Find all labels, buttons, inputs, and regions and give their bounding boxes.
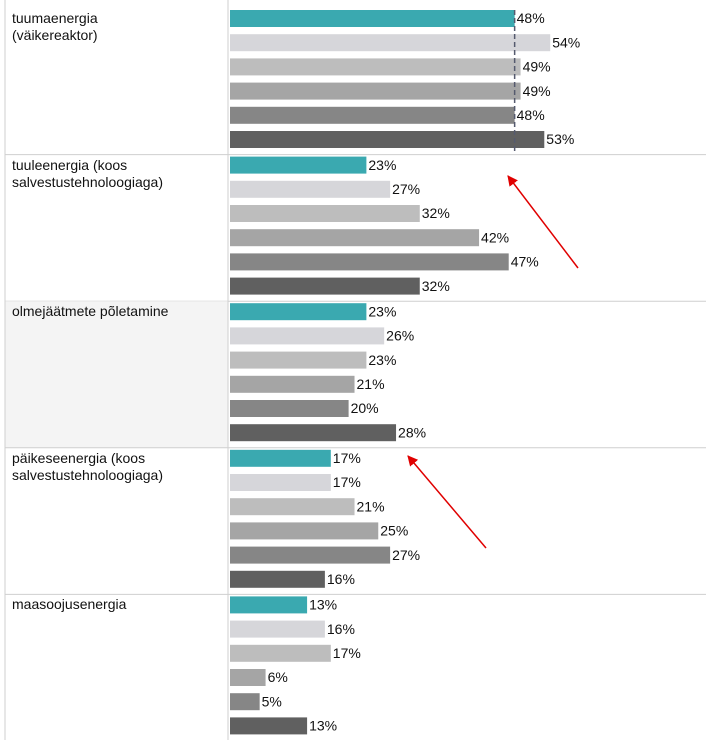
value-label: 26% bbox=[386, 328, 414, 344]
bar bbox=[230, 570, 325, 588]
bar bbox=[230, 474, 331, 491]
bar bbox=[230, 58, 521, 76]
value-label: 49% bbox=[523, 59, 551, 75]
bar bbox=[230, 34, 551, 52]
category-label: päikeseenergia (koos salvestustehnoloogi… bbox=[12, 449, 163, 483]
value-label: 53% bbox=[546, 131, 574, 147]
bar bbox=[230, 303, 367, 321]
cell-bg bbox=[5, 301, 228, 448]
bar bbox=[230, 449, 331, 467]
bar bbox=[230, 644, 331, 662]
category-label: tuumaenergia (väikereaktor) bbox=[12, 10, 98, 43]
bar bbox=[230, 253, 509, 271]
value-label: 47% bbox=[511, 254, 539, 270]
bar bbox=[230, 277, 420, 295]
bar bbox=[230, 400, 349, 417]
value-label: 48% bbox=[517, 10, 545, 26]
bar bbox=[230, 669, 266, 686]
value-label: 48% bbox=[517, 107, 545, 123]
category-label: olmejäätmete põletamine bbox=[12, 303, 169, 320]
bar bbox=[230, 498, 355, 516]
bar bbox=[230, 131, 545, 148]
value-label: 23% bbox=[368, 157, 396, 173]
arrow bbox=[507, 175, 579, 269]
value-label: 21% bbox=[357, 498, 385, 514]
value-label: 42% bbox=[481, 229, 509, 245]
value-label: 6% bbox=[268, 669, 288, 685]
bar bbox=[230, 10, 515, 27]
value-label: 17% bbox=[333, 474, 361, 490]
bar bbox=[230, 180, 391, 198]
value-label: 25% bbox=[380, 523, 408, 539]
value-label: 27% bbox=[392, 181, 420, 197]
value-label: 49% bbox=[523, 83, 551, 99]
bar bbox=[230, 351, 367, 369]
bar bbox=[230, 596, 308, 614]
bar bbox=[230, 229, 480, 247]
value-label: 16% bbox=[327, 621, 355, 637]
value-label: 17% bbox=[333, 450, 361, 466]
bar bbox=[230, 546, 391, 564]
value-label: 20% bbox=[351, 400, 379, 416]
value-label: 27% bbox=[392, 547, 420, 563]
value-label: 5% bbox=[262, 693, 282, 709]
value-label: 23% bbox=[368, 352, 396, 368]
value-label: 32% bbox=[422, 278, 450, 294]
bar bbox=[230, 156, 367, 174]
value-label: 32% bbox=[422, 205, 450, 221]
bar bbox=[230, 424, 397, 442]
value-label: 23% bbox=[368, 303, 396, 319]
category-label: maasoojusenergia bbox=[12, 596, 127, 613]
value-label: 17% bbox=[333, 645, 361, 661]
value-label: 54% bbox=[552, 34, 580, 50]
bar bbox=[230, 205, 420, 222]
bar bbox=[230, 327, 385, 345]
value-label: 13% bbox=[309, 597, 337, 613]
bar bbox=[230, 620, 325, 638]
bar bbox=[230, 522, 379, 540]
category-label: tuuleenergia (koos salvestustehnoloogiag… bbox=[12, 156, 163, 190]
bar bbox=[230, 693, 260, 711]
bar bbox=[230, 375, 355, 393]
bar bbox=[230, 717, 308, 735]
value-label: 28% bbox=[398, 424, 426, 440]
value-label: 16% bbox=[327, 571, 355, 587]
value-label: 21% bbox=[357, 376, 385, 392]
arrow bbox=[407, 455, 487, 549]
bar bbox=[230, 106, 515, 124]
bar bbox=[230, 82, 521, 100]
value-label: 13% bbox=[309, 718, 337, 734]
